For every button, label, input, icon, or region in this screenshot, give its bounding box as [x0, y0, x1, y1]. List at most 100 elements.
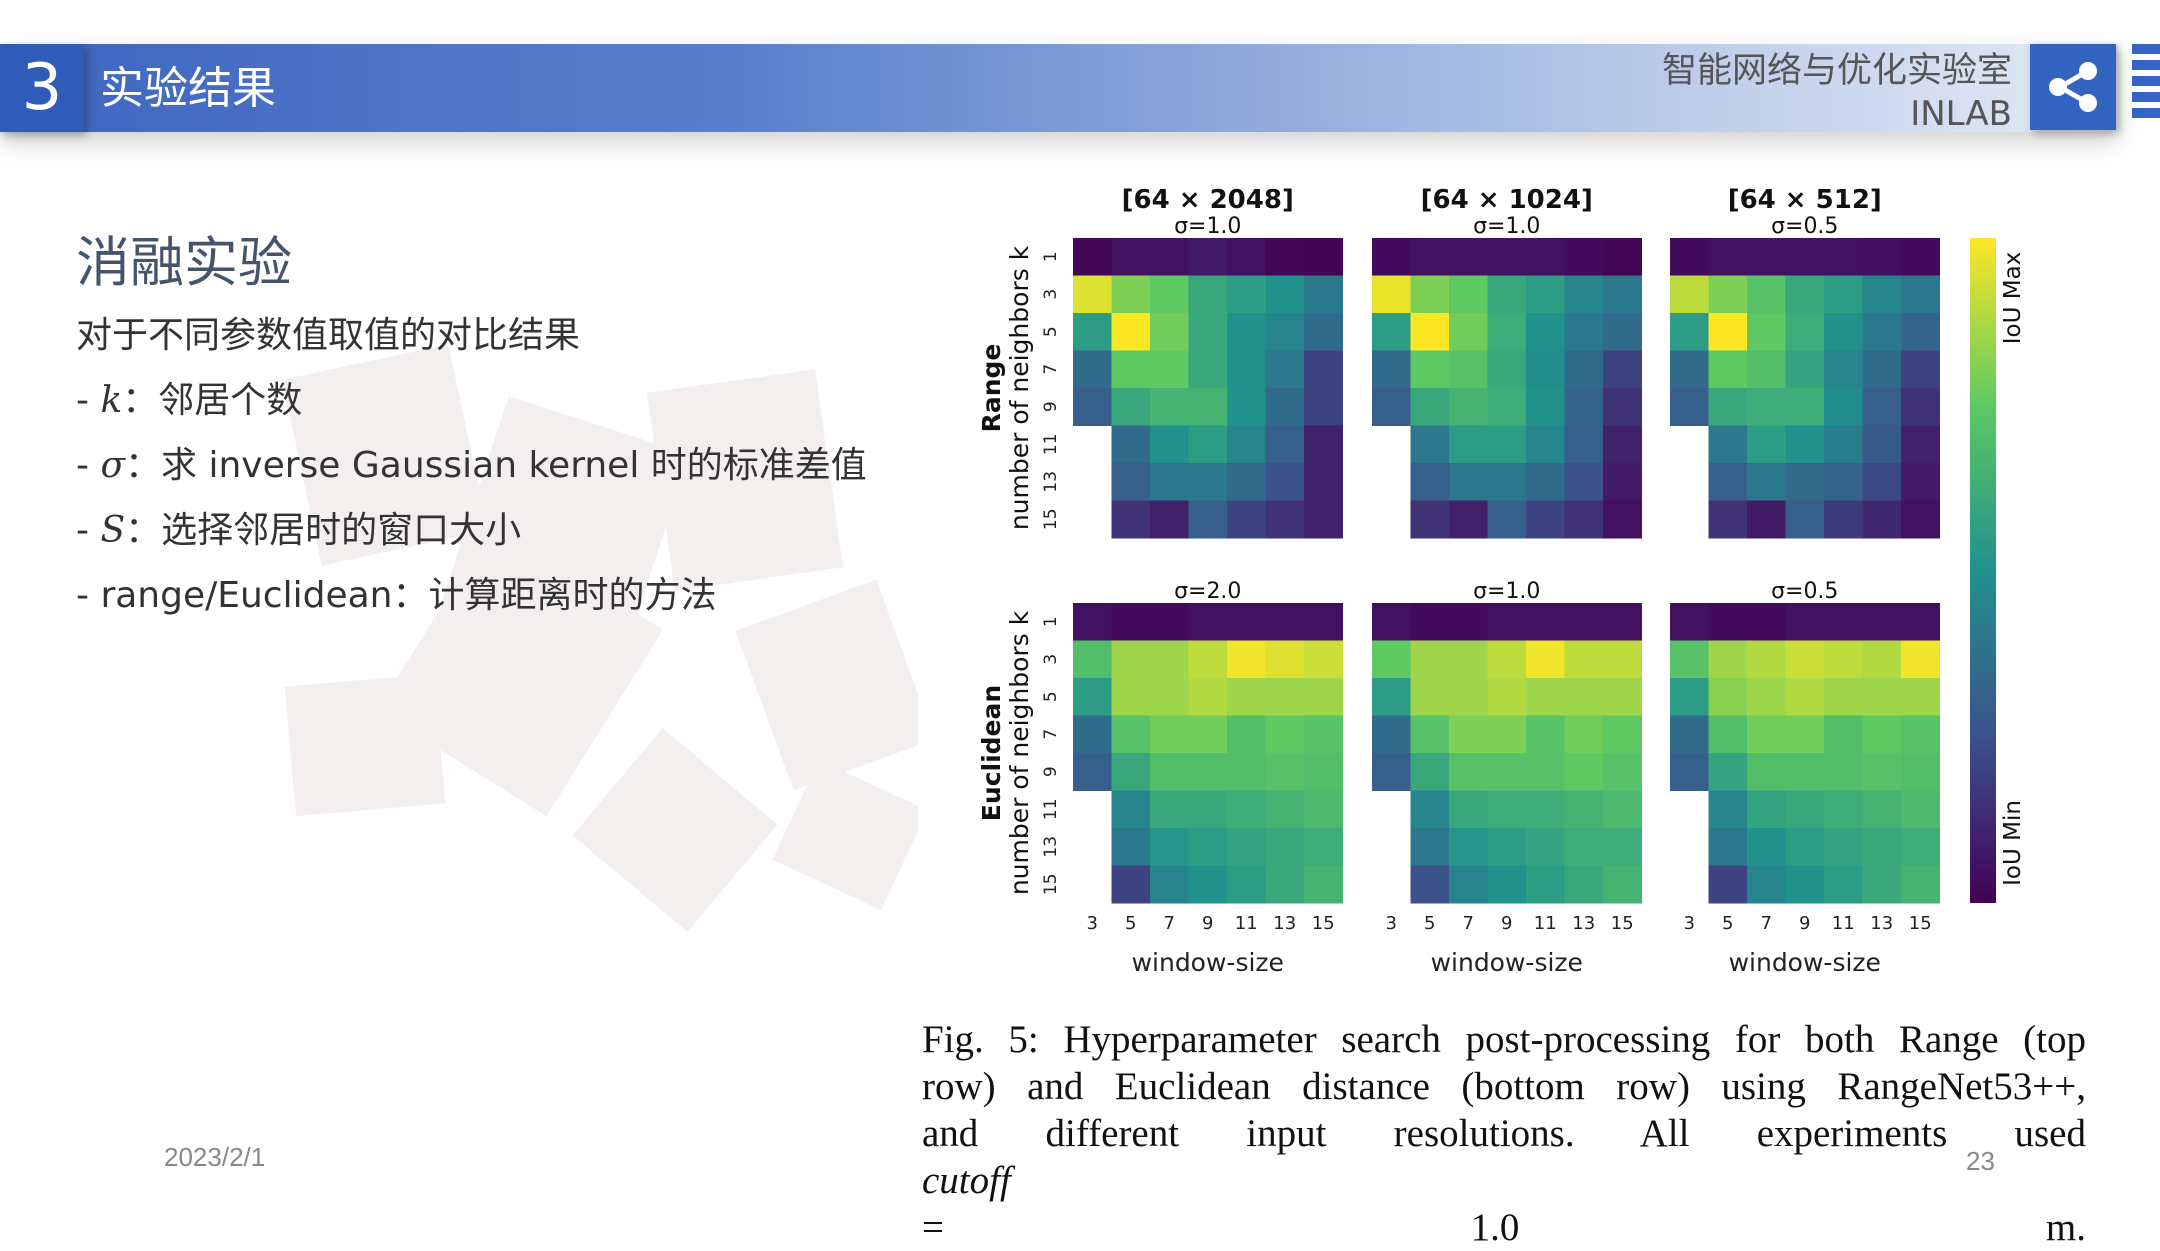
colorbar-min-label: IoU Min: [2000, 800, 2026, 886]
y-tick-label: 15: [1041, 508, 1061, 530]
heatmap-cell: [1785, 828, 1825, 866]
share-button[interactable]: [2030, 44, 2116, 130]
x-tick-label: 11: [1832, 913, 1855, 934]
heatmap-cell: [1862, 715, 1902, 754]
heatmap-cell: [1603, 500, 1642, 539]
heatmap-cell: [1670, 238, 1709, 276]
heatmap-cell: [1901, 790, 1940, 829]
y-axis-label: number of neighbors k: [1005, 245, 1034, 530]
y-tick-label: 15: [1041, 873, 1061, 895]
heatmap-cell: [1824, 388, 1863, 426]
figure-heatmaps: [64 × 2048] σ=1.0 1 3 5 7 9 11 13 15 [64 × 1024] σ=…: [918, 168, 2100, 988]
heatmap-cell: [1824, 678, 1863, 716]
heatmap-cell: [1150, 678, 1189, 716]
heatmap-cell: [1372, 678, 1411, 716]
heatmap-cell: [1603, 640, 1642, 679]
heatmap-cell: [1111, 238, 1151, 276]
x-axis-label: window-size: [1132, 948, 1284, 977]
heatmap-cell: [1073, 388, 1112, 426]
heatmap-cell: [1603, 313, 1642, 351]
heatmap-cell: [1372, 753, 1411, 791]
heatmap-cell: [1111, 463, 1151, 501]
heatmap-cell: [1073, 603, 1112, 641]
x-tick-label: 15: [1611, 913, 1634, 934]
heatmap-cell: [1747, 753, 1786, 791]
heatmap-cell: [1901, 313, 1940, 351]
y-tick-label: 7: [1041, 364, 1061, 375]
heatmap-cell: [1603, 350, 1642, 389]
heatmap-cell: [1824, 463, 1863, 501]
intro-text: 对于不同参数值取值的对比结果: [76, 315, 581, 356]
heatmap-cell: [1372, 715, 1411, 754]
heatmap-cell: [1449, 865, 1488, 904]
heatmap-cell: [1304, 790, 1343, 829]
caption-line: and different input resolutions. All exp…: [922, 1112, 2086, 1249]
heatmap-cell: [1265, 463, 1305, 501]
heatmap-cell: [1526, 790, 1565, 829]
heatmap-cell: [1862, 425, 1902, 464]
x-tick-label: 7: [1761, 913, 1772, 934]
heatmap-cell: [1449, 425, 1488, 464]
heatmap-cell: [1449, 313, 1488, 351]
heatmap-cell: [1901, 640, 1940, 679]
heatmap-cell: [1670, 640, 1709, 679]
footer-date: 2023/2/1: [164, 1142, 266, 1172]
heatmap-cell: [1785, 350, 1825, 389]
heatmap-cell: [1824, 640, 1863, 679]
heatmap-cell: [1150, 715, 1189, 754]
heatmap-cell: [1487, 350, 1527, 389]
heatmap-cell: [1747, 350, 1786, 389]
heatmap-cell: [1150, 640, 1189, 679]
heatmap-cell: [1603, 715, 1642, 754]
heatmap-cell: [1111, 640, 1151, 679]
heatmap-cell: [1304, 275, 1343, 314]
heatmap-cell: [1708, 425, 1748, 464]
heatmap-cell: [1111, 388, 1151, 426]
heatmap-cell: [1708, 350, 1748, 389]
heatmap-cell: [1227, 603, 1266, 641]
panel-title: [64 × 512]: [1728, 185, 1882, 215]
heatmap-cell: [1150, 500, 1189, 539]
heatmap-cell: [1526, 238, 1565, 276]
heatmap-cell: [1564, 828, 1604, 866]
heatmap-cell: [1487, 678, 1527, 716]
heatmap-cell: [1265, 603, 1305, 641]
heatmap-cell: [1449, 715, 1488, 754]
heatmap-cell: [1410, 640, 1450, 679]
heatmap-cell: [1564, 350, 1604, 389]
heatmap-cell: [1747, 640, 1786, 679]
heatmap-cell: [1265, 753, 1305, 791]
heatmap-cell: [1564, 425, 1604, 464]
heatmap-cell: [1708, 828, 1748, 866]
heatmap-cell: [1227, 463, 1266, 501]
heatmap-cell: [1227, 425, 1266, 464]
heatmap-cell: [1304, 388, 1343, 426]
x-tick-label: 15: [1909, 913, 1932, 934]
heatmap-cell: [1901, 500, 1940, 539]
menu-icon[interactable]: [2132, 44, 2160, 132]
colorbar-max-label: IoU Max: [2000, 252, 2026, 345]
x-tick-label: 11: [1235, 913, 1258, 934]
x-tick-label: 11: [1534, 913, 1557, 934]
heatmap-cell: [1227, 678, 1266, 716]
heatmap-cell: [1564, 313, 1604, 351]
heatmap-cell: [1785, 790, 1825, 829]
list-item: - S：选择邻居时的窗口大小: [76, 510, 522, 551]
heatmap-cell: [1188, 463, 1228, 501]
heatmap-cell: [1785, 500, 1825, 539]
panel-title: [64 × 2048]: [1122, 185, 1294, 215]
heatmap-cell: [1862, 790, 1902, 829]
heatmap-cell: [1901, 715, 1940, 754]
heatmap-cell: [1410, 463, 1450, 501]
heatmap-cell: [1564, 753, 1604, 791]
y-tick-label: 5: [1041, 326, 1061, 337]
heatmap-cell: [1824, 275, 1863, 314]
y-tick-label: 9: [1041, 766, 1061, 777]
heatmap-cell: [1824, 603, 1863, 641]
heatmap-cell: [1111, 603, 1151, 641]
heatmap-cell: [1265, 500, 1305, 539]
heatmap-cell: [1785, 678, 1825, 716]
heatmap-cell: [1785, 603, 1825, 641]
heatmap-cell: [1227, 640, 1266, 679]
heatmap-cell: [1708, 463, 1748, 501]
